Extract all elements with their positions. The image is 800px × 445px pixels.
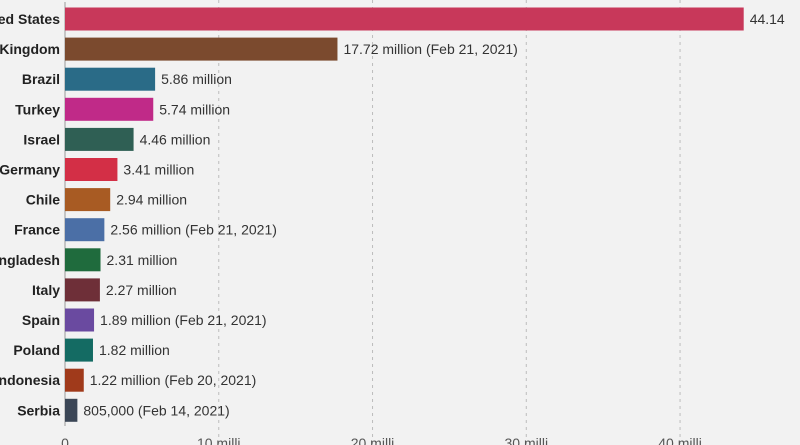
category-label: Turkey <box>15 101 60 117</box>
category-label: Brazil <box>22 71 60 87</box>
bar <box>65 37 338 61</box>
value-label: 17.72 million (Feb 21, 2021) <box>343 41 517 57</box>
value-label: 5.86 million <box>161 71 232 87</box>
x-tick-label: 30 milli <box>504 435 548 445</box>
category-label: Italy <box>32 282 60 298</box>
bar <box>65 7 744 31</box>
bar <box>65 248 101 272</box>
category-label: Poland <box>13 342 60 358</box>
bar <box>65 218 105 242</box>
value-label: 1.89 million (Feb 21, 2021) <box>100 312 267 328</box>
x-tick-label: 40 milli <box>658 435 702 445</box>
category-label: Serbia <box>17 402 60 418</box>
value-label: 4.46 million <box>140 131 211 147</box>
category-label: Germany <box>0 162 60 178</box>
value-label: 1.22 million (Feb 20, 2021) <box>90 372 257 388</box>
bar <box>65 67 156 91</box>
value-label: 5.74 million <box>159 101 230 117</box>
category-label: ndonesia <box>0 372 60 388</box>
value-label: 3.41 million <box>123 162 194 178</box>
value-label: 805,000 (Feb 14, 2021) <box>83 402 229 418</box>
category-label: Spain <box>22 312 60 328</box>
value-label: 2.94 million <box>116 192 187 208</box>
value-label: 2.56 million (Feb 21, 2021) <box>110 222 277 238</box>
x-tick-label: 20 milli <box>351 435 395 445</box>
bar <box>65 368 84 392</box>
label-layer: ed States 44.14 Kingdom 17.72 million (Feb … <box>0 11 785 418</box>
value-label: 2.27 million <box>106 282 177 298</box>
tick-layer: 0 10 milli 20 milli 30 milli 40 milli <box>61 435 702 445</box>
bar <box>65 308 95 332</box>
bar <box>65 338 93 362</box>
bar <box>65 97 154 121</box>
value-label: 2.31 million <box>107 252 178 268</box>
value-label: 1.82 million <box>99 342 170 358</box>
category-label: ed States <box>0 11 60 27</box>
category-label: Chile <box>26 192 60 208</box>
bar <box>65 127 134 151</box>
category-label: Israel <box>23 131 60 147</box>
bar <box>65 278 100 302</box>
x-tick-label: 0 <box>61 435 69 445</box>
value-label: 44.14 <box>750 11 785 27</box>
category-label: Kingdom <box>0 41 60 57</box>
x-tick-label: 10 milli <box>197 435 241 445</box>
category-label: ngladesh <box>0 252 60 268</box>
bar <box>65 188 111 212</box>
bar <box>65 158 118 181</box>
bar-layer <box>65 7 744 422</box>
category-label: France <box>14 222 60 238</box>
bar <box>65 398 78 422</box>
